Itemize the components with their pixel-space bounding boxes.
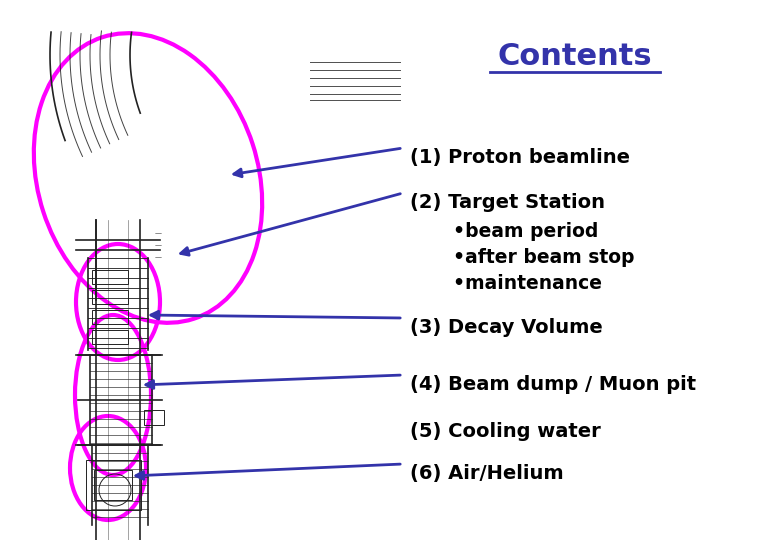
Bar [92, 290, 128, 304]
Text: •beam period: •beam period [440, 222, 598, 241]
Text: —: — [155, 254, 162, 260]
Bar [92, 270, 128, 284]
Bar [86, 460, 141, 510]
Text: (5) Cooling water: (5) Cooling water [410, 422, 601, 441]
Bar [94, 470, 132, 500]
Text: (1) Proton beamline: (1) Proton beamline [410, 148, 630, 167]
Bar [144, 410, 164, 425]
Bar [92, 310, 128, 324]
Text: •after beam stop: •after beam stop [440, 248, 634, 267]
Text: (6) Air/Helium: (6) Air/Helium [410, 464, 564, 483]
Text: —: — [155, 230, 162, 236]
Text: (3) Decay Volume: (3) Decay Volume [410, 318, 603, 337]
Text: (2) Target Station: (2) Target Station [410, 193, 605, 212]
Text: •maintenance: •maintenance [440, 274, 602, 293]
Text: (4) Beam dump / Muon pit: (4) Beam dump / Muon pit [410, 375, 696, 394]
Bar [92, 330, 128, 344]
Text: —: — [155, 242, 162, 248]
Text: Contents: Contents [498, 42, 652, 71]
